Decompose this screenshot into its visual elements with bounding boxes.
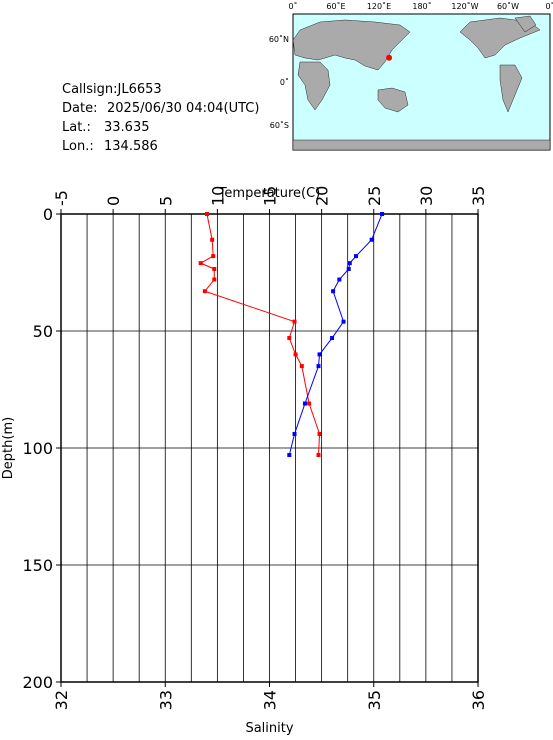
profile-point xyxy=(287,453,292,458)
profile-point xyxy=(212,266,217,271)
profile-point xyxy=(341,319,346,324)
land xyxy=(292,15,551,151)
x2-tick-label: 33 xyxy=(156,690,175,710)
profile-point xyxy=(347,261,352,266)
x-tick-label: 5 xyxy=(156,196,175,206)
x2-tick-label: 34 xyxy=(261,690,280,710)
profile-line xyxy=(288,213,383,456)
profile-point xyxy=(211,254,216,259)
x2-axis-title: Salinity xyxy=(245,721,293,736)
info-value: 33.635 xyxy=(104,120,150,135)
profile-point xyxy=(292,319,297,324)
profile-point xyxy=(202,289,207,294)
x-tick-label: 20 xyxy=(313,186,332,206)
info-label: Lon.: xyxy=(62,139,94,154)
map xyxy=(292,13,551,151)
info-value: 134.586 xyxy=(104,139,158,154)
map-y-label: 60˚S xyxy=(270,120,289,130)
profile-point xyxy=(346,266,351,271)
profile-point xyxy=(354,254,359,259)
profile-point xyxy=(212,277,217,282)
map-x-label: 60˚E xyxy=(326,1,345,11)
profile-point xyxy=(292,431,297,436)
x-axis-title: Temperature(C) xyxy=(218,186,321,201)
x2-tick-label: 35 xyxy=(365,690,384,710)
profile-point xyxy=(198,261,203,266)
x-tick-label: -5 xyxy=(52,190,71,206)
profile-point xyxy=(380,212,385,216)
map-x-label: 120˚W xyxy=(451,1,478,11)
profile-line xyxy=(199,213,321,456)
profile-point xyxy=(337,277,342,282)
y-tick-label: 0 xyxy=(43,205,53,224)
x-tick-label: 10 xyxy=(208,186,227,206)
x-tick-label: 35 xyxy=(469,186,488,206)
map-x-label: 0˚ xyxy=(545,1,553,11)
info-label: Date: xyxy=(62,101,97,116)
profile-point xyxy=(210,237,215,242)
map-x-label: 0˚ xyxy=(288,1,297,11)
x-tick-label: 30 xyxy=(417,186,436,206)
profile-point xyxy=(204,212,209,216)
map-x-label: 120˚E xyxy=(367,1,391,11)
y-axis-title: Depth(m) xyxy=(1,417,16,479)
y-tick-label: 150 xyxy=(22,556,53,575)
x2-tick-label: 36 xyxy=(469,690,488,710)
x-tick-label: 25 xyxy=(365,186,384,206)
profile-point xyxy=(317,352,322,357)
y-tick-label: 200 xyxy=(22,673,53,692)
profile-point xyxy=(331,289,336,294)
map-x-label: 60˚W xyxy=(497,1,519,11)
station-marker xyxy=(386,54,393,61)
x-tick-label: 15 xyxy=(261,186,280,206)
x-tick-label: 0 xyxy=(104,196,123,206)
profile-point xyxy=(316,364,321,369)
profile-point xyxy=(330,336,335,341)
info-label: Callsign:JL6653 xyxy=(62,82,162,97)
profile-point xyxy=(299,364,304,369)
info-label: Lat.: xyxy=(62,120,91,135)
x2-tick-label: 32 xyxy=(52,690,71,710)
profile-point xyxy=(302,401,307,406)
info-value: 2025/06/30 04:04(UTC) xyxy=(107,101,259,116)
profile-point xyxy=(316,453,321,458)
map-y-label: 0˚ xyxy=(280,77,289,87)
map-x-label: 180˚ xyxy=(412,1,431,11)
y-tick-label: 50 xyxy=(33,322,53,341)
y-tick-label: 100 xyxy=(22,439,53,458)
profile-point xyxy=(317,431,322,436)
profile-point xyxy=(287,336,292,341)
profile-point xyxy=(307,401,312,406)
profile-point xyxy=(293,352,298,357)
map-y-label: 60˚N xyxy=(269,34,289,44)
profile-point xyxy=(369,237,374,242)
